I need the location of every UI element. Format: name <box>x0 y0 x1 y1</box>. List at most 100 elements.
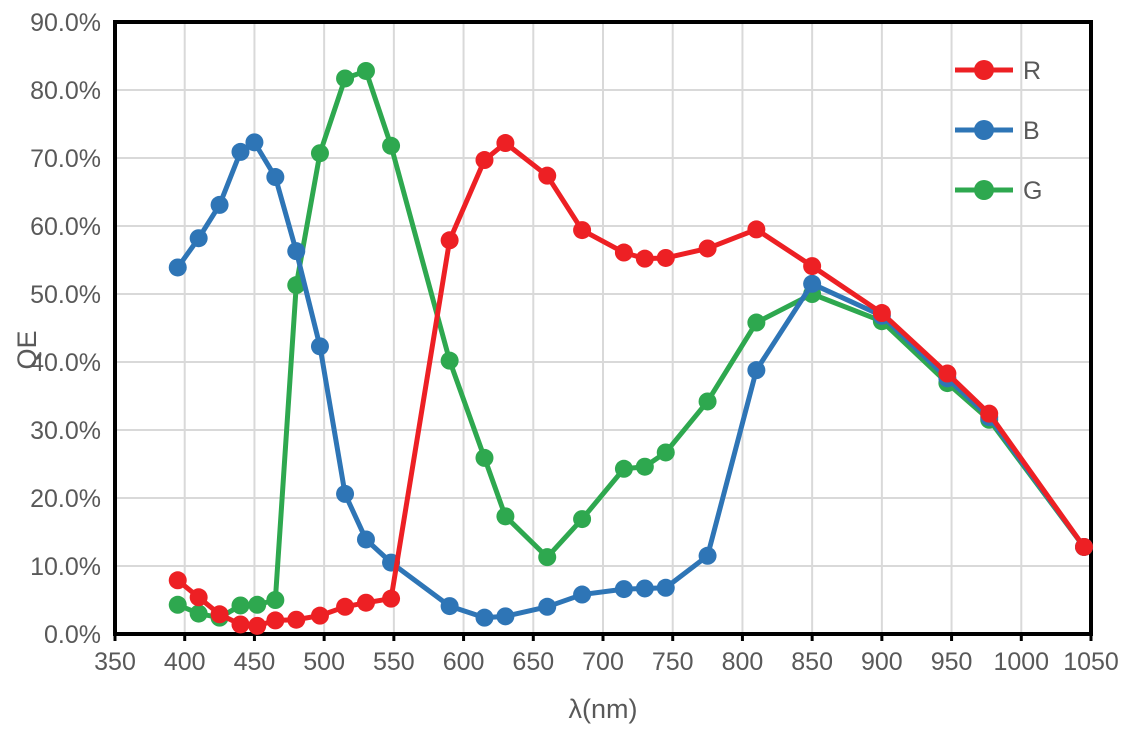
data-point <box>336 597 355 616</box>
x-tick-label: 450 <box>234 648 276 676</box>
data-point <box>168 595 187 614</box>
data-point <box>266 168 285 187</box>
y-tick-label: 10.0% <box>30 553 101 581</box>
data-point <box>635 579 654 598</box>
data-point <box>803 257 822 276</box>
data-point <box>356 593 375 612</box>
data-point <box>1075 537 1094 556</box>
data-point <box>635 249 654 268</box>
x-tick-label: 550 <box>373 648 415 676</box>
x-tick-label: 600 <box>443 648 485 676</box>
data-point <box>310 337 329 356</box>
data-point <box>382 589 401 608</box>
y-tick-label: 80.0% <box>30 77 101 105</box>
legend-swatch-marker <box>974 180 994 200</box>
data-point <box>266 591 285 609</box>
legend-label: G <box>1023 177 1042 205</box>
y-tick-label: 40.0% <box>30 349 101 377</box>
x-tick-label: 700 <box>582 648 624 676</box>
data-point <box>310 606 329 625</box>
x-tick-label: 950 <box>931 648 973 676</box>
data-point <box>336 69 355 88</box>
data-point <box>573 510 592 529</box>
data-point <box>538 597 557 616</box>
data-point <box>496 134 515 153</box>
data-point <box>336 484 355 503</box>
data-point <box>656 248 675 267</box>
data-point <box>310 144 329 163</box>
legend-item-g[interactable]: G <box>955 177 1042 205</box>
x-axis-tick-labels: 350 400 450 500 550 600 650 700 750 800 850 900 950 1… <box>94 648 1119 676</box>
data-point <box>614 459 633 478</box>
x-tick-label: 750 <box>652 648 694 676</box>
x-tick-label: 900 <box>861 648 903 676</box>
data-point <box>475 448 494 467</box>
data-point <box>475 151 494 170</box>
x-tick-label: 850 <box>791 648 833 676</box>
data-point <box>573 585 592 604</box>
data-point <box>496 607 515 626</box>
x-axis-title: λ(nm) <box>569 694 638 724</box>
x-tick-label: 350 <box>94 648 136 676</box>
data-point <box>938 364 957 383</box>
data-point <box>698 392 717 411</box>
x-tick-label: 800 <box>722 648 764 676</box>
data-point <box>248 595 267 614</box>
data-point <box>872 304 891 323</box>
data-point <box>440 231 459 250</box>
data-point <box>980 404 999 423</box>
legend-item-r[interactable]: R <box>955 57 1041 85</box>
data-point <box>440 351 459 370</box>
x-tick-label: 500 <box>303 648 345 676</box>
data-point <box>747 313 766 332</box>
data-point <box>382 136 401 155</box>
x-tick-label: 650 <box>512 648 554 676</box>
y-tick-label: 0.0% <box>44 621 101 649</box>
legend-label: B <box>1023 117 1040 145</box>
data-point <box>287 276 306 295</box>
data-point <box>245 133 264 152</box>
data-point <box>231 615 250 634</box>
data-point <box>168 258 187 277</box>
data-point <box>496 507 515 526</box>
data-point <box>698 546 717 565</box>
legend: R B G <box>955 57 1042 205</box>
data-point <box>231 596 250 615</box>
data-point <box>231 142 250 161</box>
legend-swatch-marker <box>974 120 994 140</box>
data-point <box>168 571 187 590</box>
data-point <box>747 361 766 380</box>
y-tick-label: 20.0% <box>30 485 101 513</box>
data-point <box>189 604 208 623</box>
data-point <box>656 578 675 597</box>
series-layer <box>168 61 1094 635</box>
y-tick-label: 50.0% <box>30 281 101 309</box>
data-point <box>248 616 267 635</box>
y-axis-title: QE <box>12 330 42 369</box>
y-axis-tick-labels: 0.0% 10.0% 20.0% 30.0% 40.0% 50.0% 60.0% 70.0% 8… <box>30 9 101 649</box>
data-point <box>356 530 375 549</box>
legend-item-b[interactable]: B <box>955 117 1040 145</box>
data-point <box>614 243 633 262</box>
series-b <box>168 133 1094 627</box>
y-tick-label: 60.0% <box>30 213 101 241</box>
data-point <box>475 608 494 627</box>
data-point <box>635 457 654 476</box>
legend-swatch-marker <box>974 60 994 80</box>
x-tick-label: 1050 <box>1063 648 1119 676</box>
data-point <box>210 605 229 624</box>
data-point <box>266 611 285 630</box>
data-point <box>356 61 375 80</box>
data-point <box>698 239 717 258</box>
x-tick-label: 1000 <box>993 648 1049 676</box>
data-point <box>614 580 633 599</box>
y-tick-label: 90.0% <box>30 9 101 37</box>
data-point <box>747 220 766 239</box>
data-point <box>538 548 557 567</box>
data-point <box>573 221 592 240</box>
data-point <box>656 443 675 462</box>
x-tick-label: 400 <box>164 648 206 676</box>
data-point <box>189 229 208 248</box>
data-point <box>189 588 208 607</box>
